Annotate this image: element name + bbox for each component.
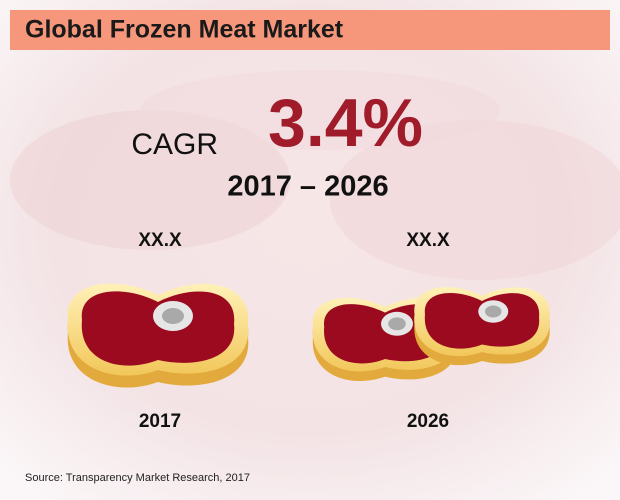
year-label: 2017 — [139, 411, 181, 432]
steak-icon — [67, 283, 249, 388]
cagr-value: 3.4% — [268, 85, 423, 161]
cagr-label: CAGR — [131, 128, 218, 161]
steak-icon — [414, 287, 550, 366]
year-label: 2026 — [407, 411, 449, 432]
title-bar — [10, 10, 610, 50]
title: Global Frozen Meat Market — [25, 16, 344, 44]
background-blur — [330, 120, 620, 280]
background-blur — [140, 70, 500, 150]
source: Source: Transparency Market Research, 20… — [25, 472, 250, 484]
value-label: XX.X — [406, 230, 450, 251]
background-blur — [10, 110, 290, 250]
value-label: XX.X — [138, 230, 182, 251]
cagr-period: 2017 – 2026 — [227, 171, 388, 203]
